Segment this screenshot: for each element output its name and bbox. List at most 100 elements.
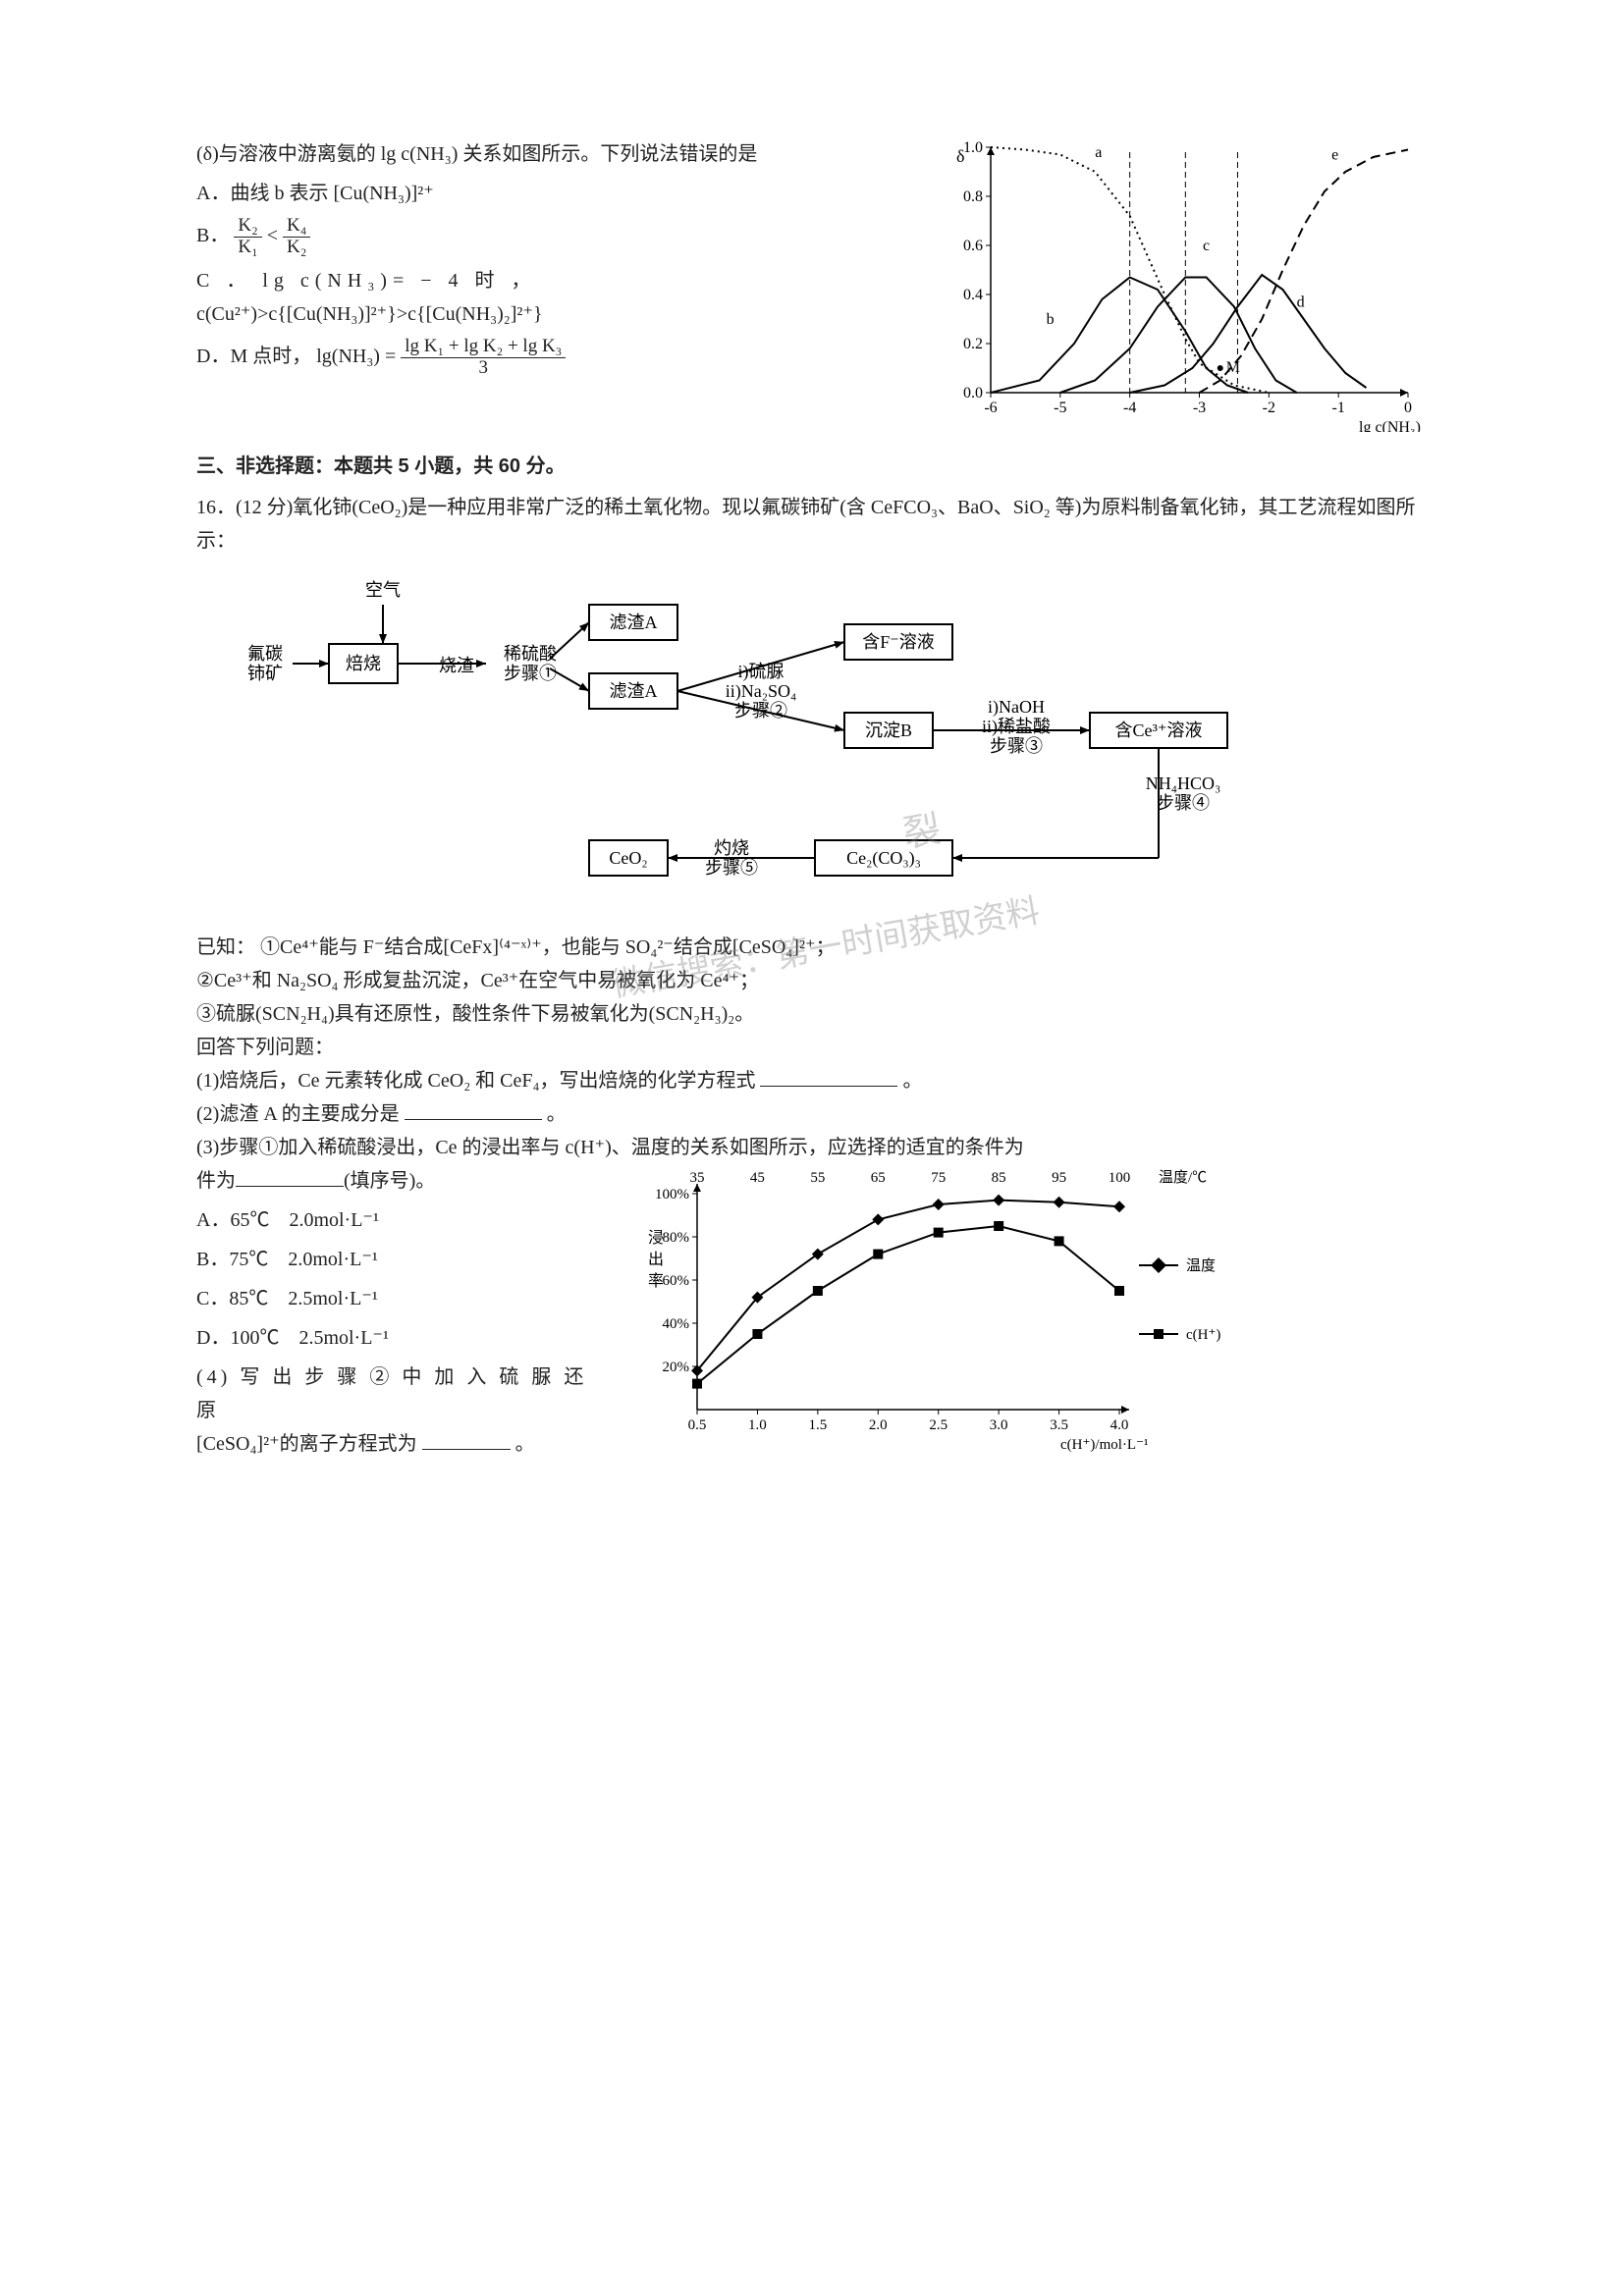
svg-text:率: 率 [648, 1272, 664, 1290]
svg-text:1.0: 1.0 [963, 139, 983, 156]
svg-text:c: c [1203, 238, 1210, 254]
q15-option-c: C ． lg c(NH₃)= − 4 时 ， c(Cu²⁺)>c{[Cu(NH₃… [196, 264, 937, 331]
svg-text:35: 35 [690, 1170, 705, 1186]
q16-known: 已知： ①Ce⁴⁺能与 F⁻结合成[CeFx]⁽⁴⁻ˣ⁾⁺，也能与 SO₄²⁻结… [196, 931, 1428, 964]
svg-text:100: 100 [1109, 1170, 1131, 1186]
optD-prefix: D．M 点时， [196, 346, 311, 367]
q15-option-b: B． K₂ K₁ < K₄ K₂ [196, 216, 937, 258]
svg-text:步骤①: 步骤① [504, 664, 557, 683]
svg-text:lg c(NH₃): lg c(NH₃) [1359, 419, 1421, 432]
svg-text:烧渣: 烧渣 [439, 656, 474, 675]
svg-text:0.4: 0.4 [963, 287, 983, 303]
svg-text:出: 出 [648, 1251, 664, 1268]
answer-header: 回答下列问题： [196, 1031, 1428, 1064]
optC-line2: c(Cu²⁺)>c{[Cu(NH₃)]²⁺}>c{[Cu(NH₃)₂]²⁺} [196, 297, 937, 331]
svg-text:2.5: 2.5 [929, 1417, 947, 1433]
sub3-optB: B．75℃ 2.0mol·L⁻¹ [196, 1243, 609, 1276]
svg-text:60%: 60% [663, 1273, 690, 1289]
sub2-end: 。 [547, 1103, 567, 1125]
svg-text:含Ce³⁺溶液: 含Ce³⁺溶液 [1115, 721, 1203, 740]
svg-text:0: 0 [1404, 400, 1412, 416]
svg-text:c(H⁺): c(H⁺) [1186, 1327, 1220, 1343]
svg-text:温度/℃: 温度/℃ [1159, 1169, 1207, 1186]
sub4-line1: (4) 写 出 步 骤 ② 中 加 入 硫 脲 还 原 [196, 1361, 609, 1427]
question-15-continuation: (δ)与溶液中游离氨的 lg c(NH₃) 关系如图所示。下列说法错误的是 A．… [196, 137, 1428, 432]
sub3-blank [236, 1166, 344, 1187]
svg-text:空气: 空气 [365, 580, 401, 600]
optD-lhs: lg(NH₃) = [316, 346, 396, 367]
svg-text:0.6: 0.6 [963, 238, 983, 254]
svg-text:40%: 40% [663, 1316, 690, 1332]
sub3-optD: D．100℃ 2.5mol·L⁻¹ [196, 1321, 609, 1355]
svg-text:氟碳: 氟碳 [247, 644, 283, 664]
q16-sub3-stem: (3)步骤①加入稀硫酸浸出，Ce 的浸出率与 c(H⁺)、温度的关系如图所示，应… [196, 1131, 1428, 1164]
q16-sub3-row: 件为(填序号)。 A．65℃ 2.0mol·L⁻¹ B．75℃ 2.0mol·L… [196, 1164, 1428, 1461]
section-3-heading: 三、非选择题：本题共 5 小题，共 60 分。 [196, 450, 1428, 483]
optB-cmp: < [267, 225, 278, 246]
svg-text:滤渣A: 滤渣A [610, 613, 658, 632]
svg-text:4.0: 4.0 [1110, 1417, 1129, 1433]
svg-text:75: 75 [931, 1170, 946, 1186]
sub2-text: (2)滤渣 A 的主要成分是 [196, 1103, 400, 1125]
svg-text:c(H⁺)/mol·L⁻¹: c(H⁺)/mol·L⁻¹ [1060, 1437, 1148, 1453]
svg-text:M: M [1226, 359, 1240, 376]
svg-text:-6: -6 [984, 400, 997, 416]
svg-text:步骤⑤: 步骤⑤ [705, 858, 758, 878]
svg-text:d: d [1297, 294, 1305, 311]
svg-text:55: 55 [810, 1170, 825, 1186]
optD-fraction: lg K₁ + lg K₂ + lg K₃ 3 [401, 337, 566, 379]
svg-text:NH₄HCO₃: NH₄HCO₃ [1146, 774, 1221, 793]
svg-text:20%: 20% [663, 1360, 690, 1375]
q15-chart: -6-5-4-3-2-100.00.20.40.60.81.0lg c(NH₃)… [937, 137, 1428, 432]
q16-sub2: (2)滤渣 A 的主要成分是 。 [196, 1097, 1428, 1131]
svg-text:0.0: 0.0 [963, 385, 983, 401]
svg-text:沉淀B: 沉淀B [865, 721, 912, 740]
svg-text:CeO₂: CeO₂ [609, 848, 647, 868]
svg-text:1.0: 1.0 [748, 1417, 767, 1433]
sub3-left: 件为(填序号)。 A．65℃ 2.0mol·L⁻¹ B．75℃ 2.0mol·L… [196, 1164, 609, 1461]
svg-text:45: 45 [750, 1170, 765, 1186]
svg-text:e: e [1331, 147, 1338, 164]
optB-rhs-fraction: K₄ K₂ [283, 216, 310, 258]
sub4-end: 。 [515, 1433, 535, 1455]
svg-text:ii)稀盐酸: ii)稀盐酸 [982, 717, 1051, 737]
svg-text:步骤③: 步骤③ [990, 736, 1043, 756]
sub3-optC: C．85℃ 2.5mol·L⁻¹ [196, 1282, 609, 1315]
delta-chart-svg: -6-5-4-3-2-100.00.20.40.60.81.0lg c(NH₃)… [937, 137, 1428, 432]
svg-text:铈矿: 铈矿 [247, 664, 283, 683]
optB-prefix: B． [196, 225, 229, 246]
sub3-blank-row: 件为(填序号)。 [196, 1164, 609, 1198]
svg-text:65: 65 [871, 1170, 886, 1186]
question-16: 16．(12 分)氧化铈(CeO₂)是一种应用非常广泛的稀土氧化物。现以氟碳铈矿… [196, 491, 1428, 1461]
sub2-blank [405, 1099, 542, 1120]
svg-text:浸: 浸 [648, 1229, 664, 1247]
sub3-hint: (填序号)。 [344, 1170, 435, 1192]
svg-text:85: 85 [992, 1170, 1006, 1186]
svg-text:温度: 温度 [1186, 1257, 1216, 1274]
q15-options: (δ)与溶液中游离氨的 lg c(NH₃) 关系如图所示。下列说法错误的是 A．… [196, 137, 937, 432]
leaching-chart-svg: 20%40%60%80%100%0.51.01.52.02.53.03.54.0… [609, 1164, 1237, 1459]
svg-text:2.0: 2.0 [869, 1417, 888, 1433]
known-1: ①Ce⁴⁺能与 F⁻结合成[CeFx]⁽⁴⁻ˣ⁾⁺，也能与 SO₄²⁻结合成[C… [260, 936, 836, 958]
svg-text:i)NaOH: i)NaOH [988, 697, 1045, 718]
svg-text:ii)Na₂SO₄: ii)Na₂SO₄ [726, 681, 797, 702]
svg-text:b: b [1047, 311, 1055, 328]
sub3-chart: 20%40%60%80%100%0.51.01.52.02.53.03.54.0… [609, 1164, 1428, 1459]
svg-text:-1: -1 [1332, 400, 1345, 416]
svg-text:灼烧: 灼烧 [714, 838, 749, 858]
q15-option-a: A．曲线 b 表示 [Cu(NH₃)]²⁺ [196, 177, 937, 210]
sub1-text: (1)焙烧后，Ce 元素转化成 CeO₂ 和 CeF₄，写出焙烧的化学方程式 [196, 1070, 755, 1092]
known-header: 已知： [196, 936, 255, 958]
svg-text:步骤④: 步骤④ [1157, 793, 1210, 813]
sub3-optA: A．65℃ 2.0mol·L⁻¹ [196, 1203, 609, 1237]
sub3-text: (3)步骤①加入稀硫酸浸出，Ce 的浸出率与 c(H⁺)、温度的关系如图所示，应… [196, 1137, 1024, 1158]
svg-text:a: a [1095, 144, 1102, 161]
sub1-blank [760, 1066, 897, 1087]
svg-text:滤渣A: 滤渣A [610, 681, 658, 701]
optB-lhs-fraction: K₂ K₁ [234, 216, 261, 258]
svg-text:3.0: 3.0 [990, 1417, 1008, 1433]
svg-text:Ce₂(CO₃)₃: Ce₂(CO₃)₃ [846, 848, 921, 869]
q16-known-block: 已知： ①Ce⁴⁺能与 F⁻结合成[CeFx]⁽⁴⁻ˣ⁾⁺，也能与 SO₄²⁻结… [196, 931, 1428, 1064]
sub4-line2: [CeSO₄]²⁺的离子方程式为 。 [196, 1427, 609, 1461]
optC-line1: C ． lg c(NH₃)= − 4 时 ， [196, 264, 937, 297]
